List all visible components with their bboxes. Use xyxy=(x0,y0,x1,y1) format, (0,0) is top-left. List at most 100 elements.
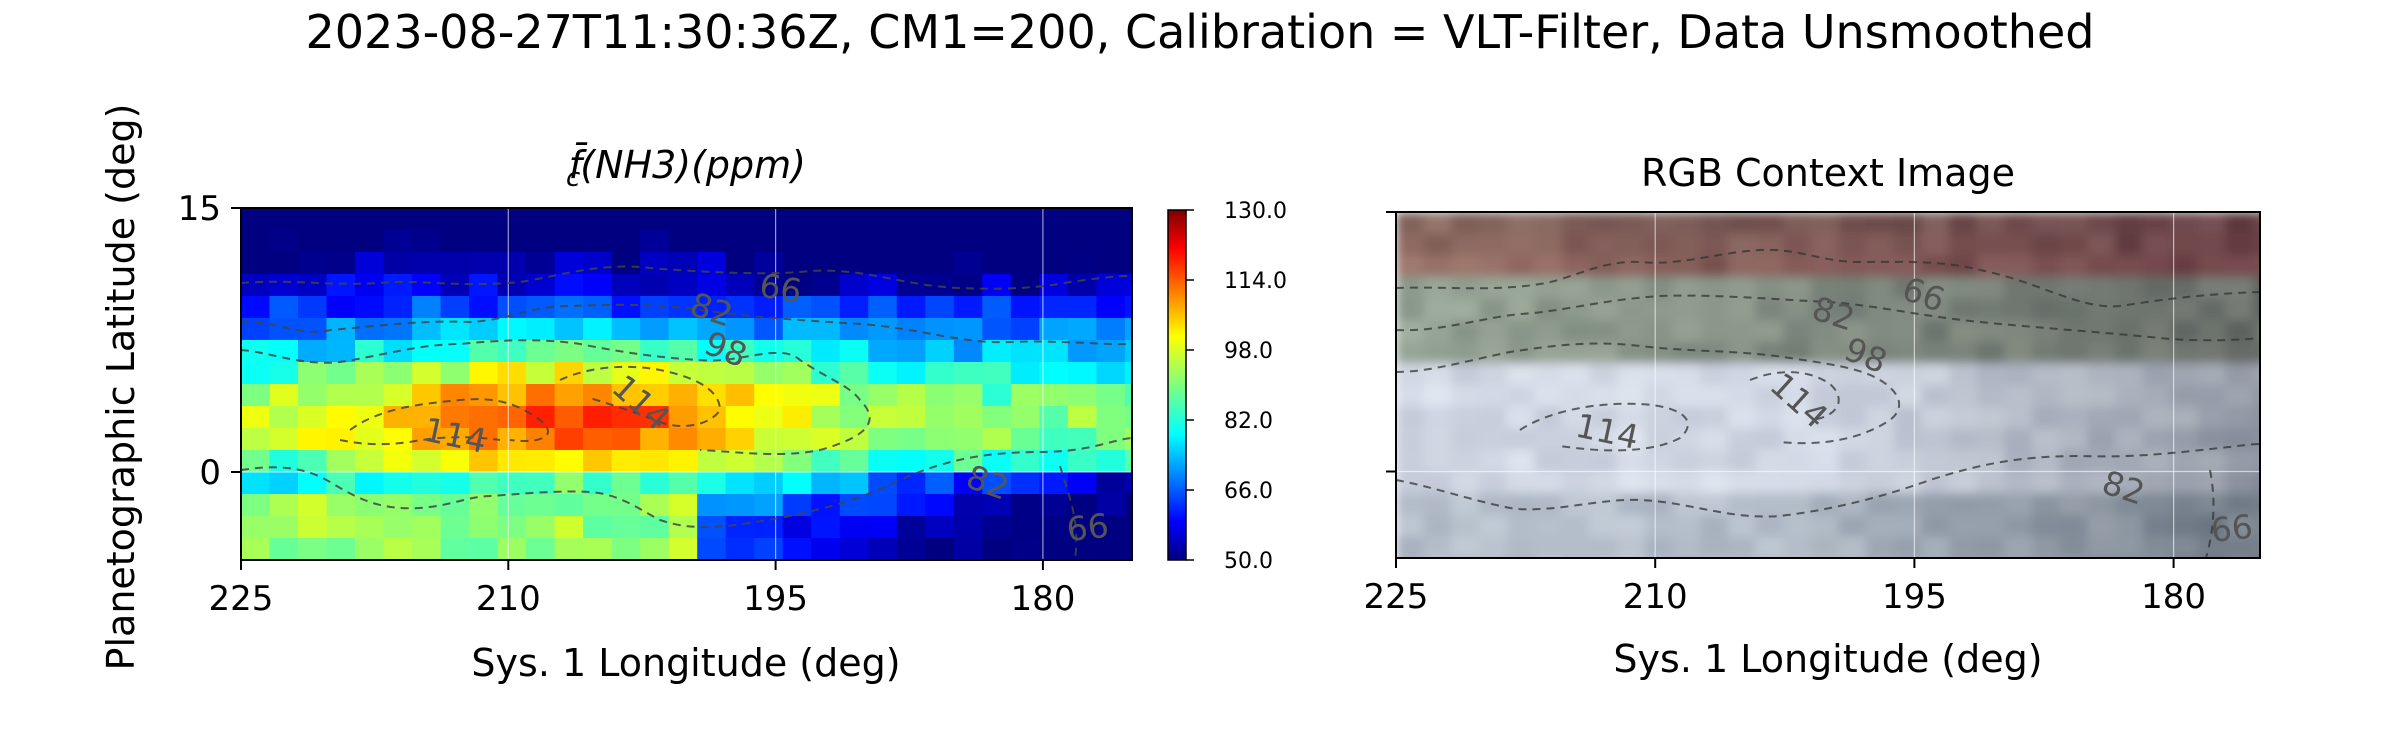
heatmap-cell xyxy=(383,406,413,429)
rgb-cell xyxy=(1589,406,1618,429)
heatmap-cell xyxy=(811,252,841,275)
rgb-cell xyxy=(2197,493,2226,516)
heatmap-cell xyxy=(412,516,442,539)
rgb-cell xyxy=(2142,276,2171,300)
rgb-cell xyxy=(1478,298,1508,321)
heatmap-cell xyxy=(697,318,727,341)
rgb-cell xyxy=(2087,449,2116,473)
rgb-cell xyxy=(1534,298,1563,321)
heatmap-cell xyxy=(355,296,385,319)
heatmap-cell xyxy=(469,406,499,429)
rgb-cell xyxy=(1810,341,1839,364)
heatmap-cell xyxy=(982,318,1012,341)
rgb-cell xyxy=(1700,514,1729,537)
heatmap-cell xyxy=(982,362,1012,385)
heatmap-cell xyxy=(241,384,271,407)
rgb-cell xyxy=(1838,514,1867,537)
heatmap-cell xyxy=(1010,208,1040,231)
heatmap-cell xyxy=(469,274,499,297)
heatmap-cell xyxy=(583,252,613,275)
rgb-cell xyxy=(2253,233,2260,256)
rgb-cell xyxy=(2225,276,2254,300)
heatmap-cell xyxy=(697,450,727,473)
heatmap-cell xyxy=(583,494,613,517)
rgb-cell xyxy=(1672,255,1701,278)
contour-82-north xyxy=(241,303,1132,346)
rgb-cell xyxy=(1396,406,1425,429)
rgb-cell xyxy=(1561,514,1591,537)
heatmap-cell xyxy=(839,208,869,231)
rgb-cell xyxy=(1976,276,2005,300)
heatmap-cell xyxy=(1124,538,1132,560)
rgb-cell xyxy=(2225,233,2254,256)
rgb-cell xyxy=(1589,449,1618,473)
rgb-cell xyxy=(2031,233,2061,256)
heatmap-cell xyxy=(1039,472,1069,495)
heatmap-cell xyxy=(782,472,812,495)
heatmap-cell xyxy=(782,516,812,539)
rgb-cell xyxy=(1755,449,1784,473)
rgb-cell xyxy=(2253,471,2260,494)
rgb-cell xyxy=(1644,298,1673,321)
heatmap-cell xyxy=(725,516,755,539)
heatmap-cell xyxy=(1096,516,1126,539)
rgb-cell xyxy=(1866,471,1895,494)
rgb-cell xyxy=(1728,558,1756,580)
rgb-cell xyxy=(2114,449,2143,473)
rgb-cell xyxy=(1783,320,1812,343)
heatmap-cell xyxy=(896,274,926,297)
heatmap-cell xyxy=(868,340,898,363)
rgb-cell xyxy=(1423,233,1452,256)
heatmap-cell xyxy=(469,208,499,231)
rgb-cell xyxy=(1506,428,1535,451)
rgb-cell xyxy=(2059,471,2088,494)
heatmap-cell xyxy=(1039,384,1069,407)
heatmap-cell xyxy=(1067,494,1097,517)
contour-66-north xyxy=(1396,248,2260,308)
rgb-cell xyxy=(1478,514,1508,537)
rgb-cell xyxy=(1534,341,1563,364)
rgb-cell xyxy=(1700,276,1729,300)
rgb-cell xyxy=(1810,493,1839,516)
rgb-cell xyxy=(1783,449,1812,473)
heatmap-cell xyxy=(925,428,955,451)
heatmap-cell xyxy=(896,538,926,560)
heatmap-cell xyxy=(1039,538,1069,560)
rgb-cell xyxy=(2059,385,2088,408)
rgb-cell xyxy=(1893,341,1922,364)
rgb-cell xyxy=(2225,298,2254,321)
heatmap-cell xyxy=(355,318,385,341)
heatmap-cell xyxy=(811,384,841,407)
heatmap-cell xyxy=(326,296,356,319)
x-tick-label: 180 xyxy=(2141,577,2206,617)
heatmap-cell xyxy=(412,450,442,473)
heatmap-cell xyxy=(469,252,499,275)
heatmap-cell xyxy=(384,560,413,583)
heatmap-cell xyxy=(1124,318,1132,341)
rgb-cell xyxy=(2087,276,2116,300)
heatmap-cell xyxy=(953,450,983,473)
heatmap-cell xyxy=(782,362,812,385)
contour-114-a xyxy=(349,398,549,442)
heatmap-cell xyxy=(583,362,613,385)
heatmap-cell xyxy=(469,428,499,451)
right-panel: RGB Context Image 82 66 98 114 114 82 66… xyxy=(1364,151,2261,681)
rgb-cell xyxy=(1783,298,1812,321)
heatmap-cell xyxy=(526,384,556,407)
heatmap-cell xyxy=(925,318,955,341)
rgb-cell xyxy=(1976,471,2005,494)
heatmap-cell xyxy=(982,560,1011,583)
heatmap-cell xyxy=(754,472,784,495)
rgb-cell xyxy=(1589,212,1618,235)
heatmap-cell xyxy=(925,384,955,407)
heatmap-cell xyxy=(269,516,299,539)
rgb-cell xyxy=(1921,212,1950,235)
heatmap-cell xyxy=(383,252,413,275)
rgb-cell xyxy=(1921,341,1950,364)
rgb-cell xyxy=(1755,558,1783,580)
heatmap-cell xyxy=(1096,252,1126,275)
rgb-cell xyxy=(1644,212,1673,235)
heatmap-cell xyxy=(811,472,841,495)
contour-114-a xyxy=(1519,402,1689,452)
rgb-cell xyxy=(2197,385,2226,408)
